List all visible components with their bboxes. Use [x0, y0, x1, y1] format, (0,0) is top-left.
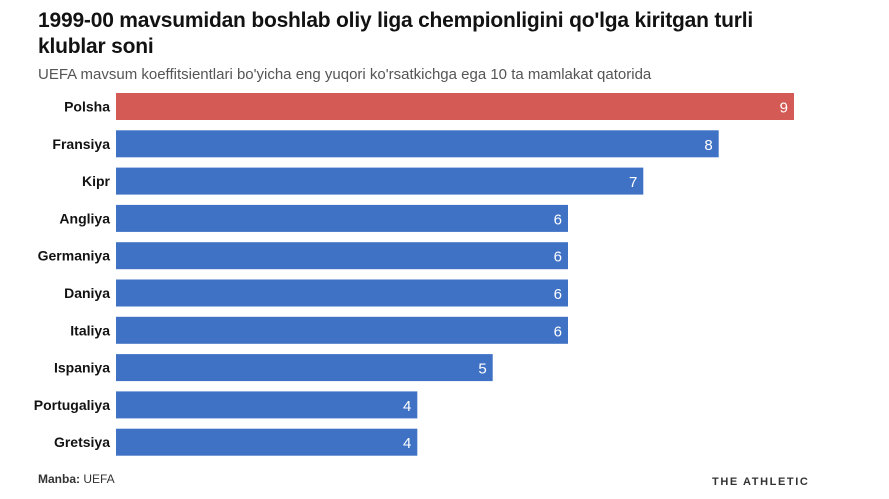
value-label: 7	[629, 174, 637, 191]
category-label: Gretsiya	[54, 434, 110, 450]
value-label: 9	[780, 100, 788, 117]
category-label: Portugaliya	[34, 397, 110, 413]
source-label: Manba:	[38, 472, 80, 486]
category-label: Angliya	[59, 210, 110, 226]
value-label: 6	[554, 323, 562, 340]
brand-logo: THE ATHLETIC	[712, 476, 810, 488]
category-label: Kipr	[82, 173, 111, 189]
bar-daniya	[116, 279, 568, 307]
value-label: 4	[403, 435, 411, 452]
source-note: Manba: UEFA	[38, 472, 115, 486]
bar-gretsiya	[116, 428, 418, 456]
category-label: Daniya	[64, 285, 110, 301]
bar-kipr	[116, 167, 644, 195]
source-value: UEFA	[83, 472, 115, 486]
value-label: 8	[704, 137, 712, 154]
category-label: Germaniya	[38, 248, 111, 264]
chart-title: 1999-00 mavsumidan boshlab oliy liga che…	[38, 9, 754, 58]
value-label: 5	[478, 361, 486, 378]
chart-subtitle: UEFA mavsum koeffitsientlari bo'yicha en…	[38, 66, 652, 83]
bar-germaniya	[116, 242, 568, 270]
category-label: Ispaniya	[54, 360, 110, 376]
bar-angliya	[116, 204, 568, 232]
value-label: 6	[554, 286, 562, 303]
value-label: 6	[554, 211, 562, 228]
value-label: 4	[403, 398, 411, 415]
bar-fransiya	[116, 130, 719, 158]
category-label: Italiya	[70, 322, 110, 338]
bar-polsha	[116, 93, 794, 120]
category-label: Polsha	[64, 99, 110, 115]
bar-italiya	[116, 316, 568, 344]
category-label: Fransiya	[52, 136, 110, 152]
bar-portugaliya	[116, 391, 418, 419]
value-label: 6	[554, 249, 562, 266]
bar-ispaniya	[116, 354, 493, 382]
